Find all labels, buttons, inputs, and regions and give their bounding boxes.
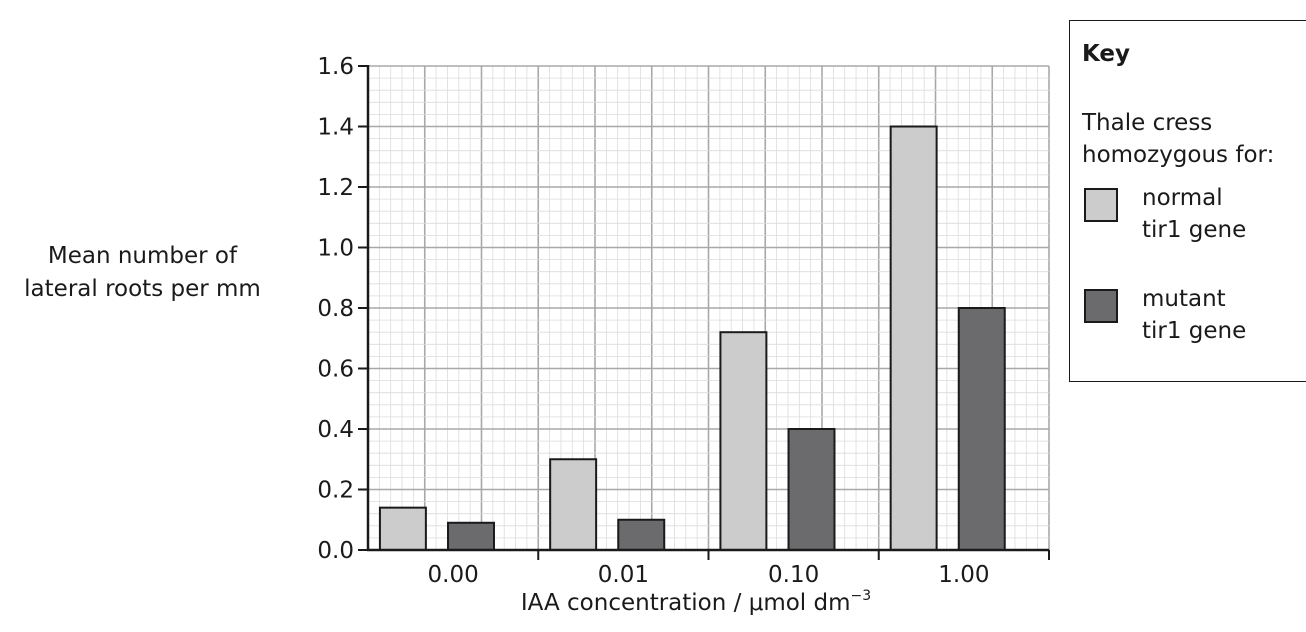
bar-normal-0.01 [549, 458, 598, 551]
y-tick-label: 0.0 [317, 538, 354, 564]
legend-label-normal-line-1: normal [1142, 185, 1223, 211]
y-tick-label: 1.6 [317, 54, 354, 80]
y-tick-label: 1.4 [317, 115, 354, 141]
y-axis-label: Mean number of lateral roots per mm [0, 240, 285, 306]
y-tick-label: 0.8 [317, 296, 354, 322]
legend-label-mutant-line-1: mutant [1142, 286, 1226, 312]
x-tick-label: 0.00 [428, 562, 479, 588]
y-axis-label-line-2: lateral roots per mm [24, 276, 261, 302]
legend-label-mutant: mutant tir1 gene [1142, 283, 1246, 347]
legend: Key Thale cress homozygous for: normal t… [1069, 20, 1306, 382]
y-tick-label: 0.2 [317, 478, 354, 504]
y-axis-label-line-1: Mean number of [47, 243, 238, 269]
legend-description-line-1: Thale cress [1082, 110, 1213, 136]
y-tick-label: 1.0 [317, 236, 354, 262]
legend-swatch-normal [1084, 188, 1118, 222]
legend-swatch-mutant [1084, 289, 1118, 323]
bar-mutant-0.01 [617, 518, 666, 551]
x-tick-label: 0.10 [768, 562, 819, 588]
bar-normal-0.10 [719, 331, 768, 552]
legend-label-mutant-line-2: tir1 gene [1142, 318, 1247, 344]
legend-title: Key [1082, 41, 1131, 67]
tick-labels: 0.0 0.2 0.4 0.6 0.8 1.0 1.2 1.4 1.6 0.00 0.01 0.10 1… [317, 54, 1050, 588]
bar-normal-1.00 [889, 125, 938, 551]
grid [368, 65, 1050, 550]
bar-mutant-0.10 [787, 428, 836, 551]
y-tick-label: 0.4 [317, 417, 354, 443]
x-tick-label: 0.01 [598, 562, 649, 588]
bar-mutant-1.00 [957, 307, 1006, 551]
x-axis-label: IAA concentration / μmol dm−3 [521, 588, 871, 616]
legend-label-normal: normal tir1 gene [1142, 182, 1246, 246]
y-tick-label: 1.2 [317, 175, 354, 201]
x-tick-label: 1.00 [938, 562, 989, 588]
bars [378, 125, 1006, 552]
bar-mutant-0.00 [447, 521, 495, 552]
y-tick-label: 0.6 [317, 357, 354, 383]
legend-label-normal-line-2: tir1 gene [1142, 217, 1247, 243]
bar-normal-0.00 [378, 506, 427, 551]
legend-description-line-2: homozygous for: [1082, 142, 1275, 168]
legend-description: Thale cress homozygous for: [1082, 107, 1274, 171]
